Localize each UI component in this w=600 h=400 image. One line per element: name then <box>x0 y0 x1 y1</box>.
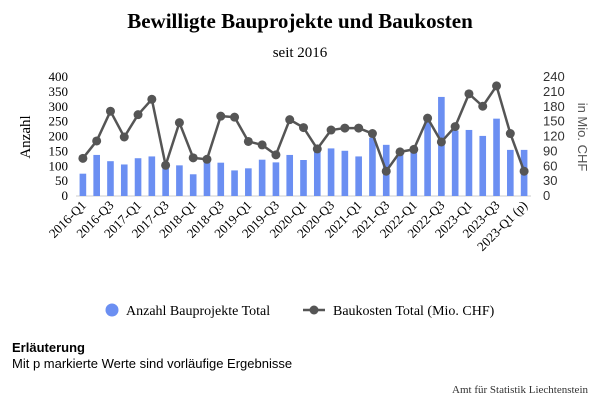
y-tick-right-6: 180 <box>543 99 565 114</box>
bar-19 <box>341 150 349 196</box>
line-point-28 <box>464 89 474 99</box>
line-point-0 <box>78 153 88 163</box>
line-point-27 <box>450 122 460 132</box>
bar-8 <box>189 174 197 196</box>
bar-11 <box>231 170 238 196</box>
bar-1 <box>93 154 100 196</box>
line-point-21 <box>367 129 377 139</box>
legend-line-marker <box>309 305 319 315</box>
line-point-6 <box>161 160 171 170</box>
line-series <box>78 81 529 176</box>
y-axis-label-left: Anzahl <box>18 115 34 158</box>
bar-27 <box>451 130 459 196</box>
y-tick-right-1: 30 <box>543 173 557 188</box>
bar-28 <box>465 129 473 196</box>
line-point-13 <box>257 140 267 150</box>
bar-20 <box>355 156 362 196</box>
line-point-15 <box>285 115 295 125</box>
y-tick-left-1: 50 <box>55 173 68 188</box>
line-point-19 <box>340 123 350 133</box>
legend-bar-label: Anzahl Bauprojekte Total <box>126 304 270 319</box>
line-point-26 <box>436 137 446 147</box>
line-point-24 <box>409 144 419 154</box>
y-tick-left-5: 250 <box>49 114 69 129</box>
bar-21 <box>369 137 376 196</box>
y-tick-right-3: 90 <box>543 143 557 158</box>
bar-31 <box>507 149 514 196</box>
line-point-12 <box>243 136 253 146</box>
y-tick-left-6: 300 <box>49 99 69 114</box>
bar-23 <box>396 154 404 196</box>
bar-14 <box>272 162 280 196</box>
bar-16 <box>300 160 307 196</box>
y-tick-left-2: 100 <box>49 158 69 173</box>
line-point-30 <box>492 81 502 91</box>
bar-18 <box>327 148 335 196</box>
chart-title: Bewilligte Bauprojekte und Baukosten <box>127 9 473 33</box>
line-point-9 <box>202 154 212 164</box>
y-tick-right-8: 240 <box>543 69 565 84</box>
legend-bar-swatch <box>105 303 119 317</box>
bar-30 <box>493 118 500 196</box>
notes-heading: Erläuterung <box>12 340 85 355</box>
y-axis-label-right: in Mio. CHF <box>575 103 590 172</box>
bar-10 <box>217 162 225 196</box>
bar-26 <box>438 96 445 196</box>
line-point-10 <box>216 111 226 121</box>
line-point-3 <box>119 132 129 142</box>
line-point-2 <box>105 106 115 116</box>
line-point-5 <box>147 94 157 104</box>
y-tick-left-3: 150 <box>49 143 69 158</box>
bar-7 <box>176 165 183 196</box>
bar-13 <box>258 159 266 196</box>
source-credit: Amt für Statistik Liechtenstein <box>452 384 588 396</box>
y-tick-right-0: 0 <box>543 188 550 203</box>
line-point-29 <box>478 101 488 111</box>
line-point-18 <box>326 125 336 135</box>
line-point-7 <box>174 118 184 128</box>
bar-9 <box>203 161 211 196</box>
line-point-16 <box>299 123 308 133</box>
bar-5 <box>148 156 156 196</box>
y-tick-left-0: 0 <box>62 188 69 203</box>
line-point-32 <box>519 166 529 176</box>
bar-15 <box>286 154 294 196</box>
line-point-14 <box>271 150 281 160</box>
bar-25 <box>424 118 431 196</box>
line-point-8 <box>188 153 198 163</box>
x-ticks: 2016-Q12016-Q32017-Q12017-Q32018-Q12018-… <box>46 198 531 254</box>
bar-24 <box>410 151 418 196</box>
y-tick-right-5: 150 <box>543 114 565 129</box>
line-point-25 <box>423 113 433 123</box>
y-tick-left-8: 400 <box>49 69 69 84</box>
line-point-4 <box>133 110 143 120</box>
line-point-17 <box>312 144 322 154</box>
legend-line-label: Baukosten Total (Mio. CHF) <box>333 304 495 319</box>
y-tick-left-4: 200 <box>49 129 69 144</box>
line-point-11 <box>230 112 240 122</box>
bar-12 <box>245 168 252 196</box>
line-point-20 <box>354 123 364 133</box>
bar-17 <box>313 151 321 197</box>
line-point-1 <box>92 136 102 146</box>
y-tick-right-4: 120 <box>543 129 565 144</box>
legend: Anzahl Bauprojekte Total Baukosten Total… <box>105 303 495 319</box>
chart-subtitle: seit 2016 <box>273 45 328 61</box>
bar-3 <box>120 164 128 196</box>
bar-0 <box>79 173 87 196</box>
bar-29 <box>479 135 487 196</box>
bar-2 <box>107 161 114 196</box>
bar-6 <box>162 168 169 196</box>
notes-text: Mit p markierte Werte sind vorläufige Er… <box>12 356 293 371</box>
line-point-31 <box>505 129 515 139</box>
y-tick-right-2: 60 <box>543 158 557 173</box>
line-point-23 <box>395 147 405 157</box>
line-point-22 <box>381 166 391 176</box>
y-tick-right-7: 210 <box>543 84 565 99</box>
y-tick-left-7: 350 <box>49 84 69 99</box>
bar-4 <box>134 158 142 196</box>
